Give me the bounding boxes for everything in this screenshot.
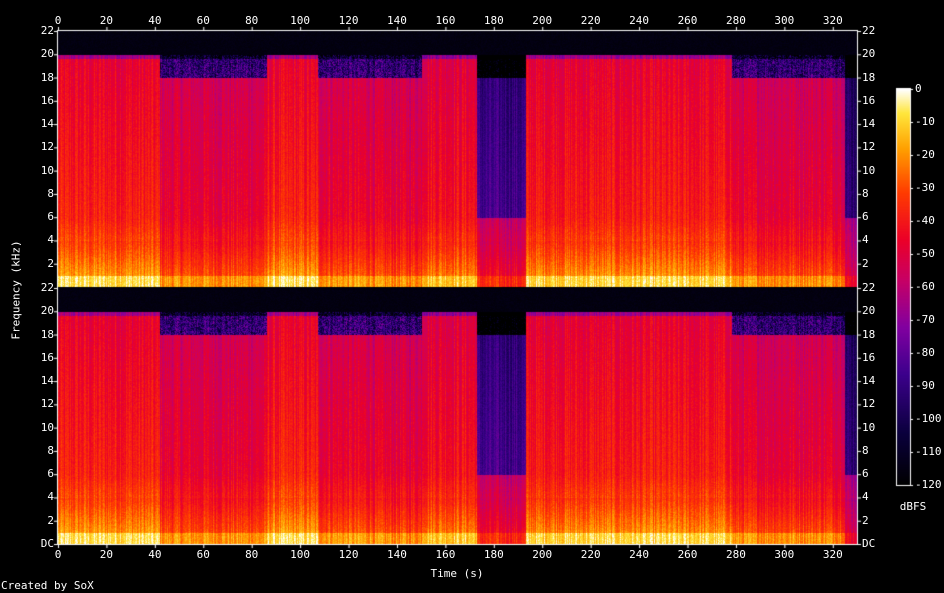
y-tick-label-left: 6 [47,467,54,481]
colorbar-tick-label: -40 [915,214,935,227]
x-tick-label-top: 160 [435,14,456,27]
x-tick-label-top: 60 [196,14,210,27]
credit-text: Created by SoX [1,579,94,592]
y-tick-label-right: 22 [862,281,876,294]
y-tick-label-left: 20 [40,304,54,318]
y-tick-label-left: 12 [40,397,54,411]
y-tick-label-right: 20 [862,304,876,318]
x-tick-label-top: 280 [726,14,746,27]
x-tick-label-top: 120 [338,14,359,27]
x-tick-label-top: 20 [99,14,114,27]
x-tick-label-top: 220 [580,14,601,27]
x-tick-label-bottom: 200 [532,548,553,561]
y-tick-label-right: 12 [862,397,876,411]
x-tick-label-bottom: 140 [387,548,407,561]
y-tick-label-left: DC [40,537,54,550]
x-tick-label-bottom: 120 [338,548,359,561]
x-tick-label-top: 200 [532,14,553,27]
x-tick-label-top: 140 [387,14,407,27]
x-tick-label-bottom: 240 [629,548,650,561]
x-tick-label-bottom: 300 [774,548,795,561]
x-tick-label-top: 240 [629,14,650,27]
colorbar-tick-label: 0 [915,82,922,95]
y-tick-label-left: 12 [40,140,54,154]
colorbar-tick-label: -110 [915,445,942,458]
y-tick-label-right: 20 [862,47,876,61]
x-tick-label-bottom: 0 [54,548,62,561]
x-tick-label-bottom: 60 [196,548,210,561]
y-tick-label-right: 6 [862,210,869,224]
colorbar-tick-label: -20 [915,148,935,161]
y-tick-label-left: 8 [47,443,54,457]
x-tick-label-top: 320 [822,14,843,27]
y-tick-label-left: 2 [47,513,54,527]
y-tick-label-right: 2 [862,256,869,270]
x-tick-label-bottom: 280 [726,548,746,561]
x-tick-label-bottom: 260 [677,548,698,561]
y-tick-label-left: 4 [47,490,54,504]
y-tick-label-left: 14 [40,374,54,388]
x-tick-label-top: 0 [54,14,62,27]
y-tick-label-left: 4 [47,233,54,247]
colorbar-tick-label: -70 [915,313,935,326]
colorbar-tick-label: -120 [915,478,942,491]
x-tick-label-bottom: 180 [483,548,504,561]
y-tick-label-right: 18 [862,70,876,84]
y-tick-label-right: 8 [862,443,869,457]
colorbar-tick-label: -30 [915,181,935,194]
y-tick-label-left: 16 [40,350,54,364]
x-tick-label-bottom: 220 [580,548,601,561]
y-tick-label-left: 14 [40,117,54,131]
y-tick-label-right: 16 [862,350,876,364]
x-tick-label-bottom: 20 [99,548,114,561]
y-tick-label-right: 10 [862,420,876,434]
x-tick-label-bottom: 40 [148,548,162,561]
x-axis-label: Time (s) [430,567,484,580]
x-tick-label-bottom: 320 [822,548,843,561]
y-tick-label-right: 10 [862,163,876,177]
y-tick-label-right: 16 [862,93,876,107]
colorbar-tick-label: -50 [915,247,935,260]
y-tick-label-left: 18 [40,327,54,341]
x-tick-label-top: 100 [290,14,311,27]
x-tick-label-top: 180 [483,14,504,27]
y-tick-label-right: 14 [862,374,876,388]
y-tick-label-left: 2 [47,256,54,270]
y-tick-label-left: 10 [40,163,54,177]
y-tick-label-right: 4 [862,233,869,247]
colorbar-unit-label: dBFS [899,500,927,513]
y-tick-label-left: 16 [40,93,54,107]
x-tick-label-top: 40 [148,14,162,27]
y-tick-label-right: 6 [862,467,869,481]
x-tick-label-bottom: 100 [290,548,311,561]
x-tick-label-bottom: 160 [435,548,456,561]
y-tick-label-left: 8 [47,186,54,200]
x-tick-label-top: 80 [245,14,259,27]
y-tick-label-left: 22 [40,281,54,294]
x-tick-label-bottom: 80 [245,548,259,561]
y-tick-label-right: 4 [862,490,869,504]
y-axis-label: Frequency (kHz) [9,240,23,340]
y-tick-label-right: 22 [862,24,876,37]
colorbar-tick-label: -100 [915,412,942,425]
colorbar-tick-label: -60 [915,280,935,293]
y-tick-label-left: 18 [40,70,54,84]
x-tick-label-top: 300 [774,14,795,27]
y-tick-label-left: 6 [47,210,54,224]
y-tick-label-right: 2 [862,513,869,527]
y-tick-label-right: 18 [862,327,876,341]
y-tick-label-right: DC [862,537,876,550]
y-tick-label-left: 20 [40,47,54,61]
x-tick-label-top: 260 [677,14,698,27]
y-tick-label-right: 8 [862,186,869,200]
colorbar-tick-label: -10 [915,115,935,128]
colorbar-tick-label: -80 [915,346,935,359]
y-tick-label-left: 22 [40,24,54,37]
y-tick-label-right: 12 [862,140,876,154]
colorbar-tick-label: -90 [915,379,935,392]
y-tick-label-left: 10 [40,420,54,434]
y-tick-label-right: 14 [862,117,876,131]
